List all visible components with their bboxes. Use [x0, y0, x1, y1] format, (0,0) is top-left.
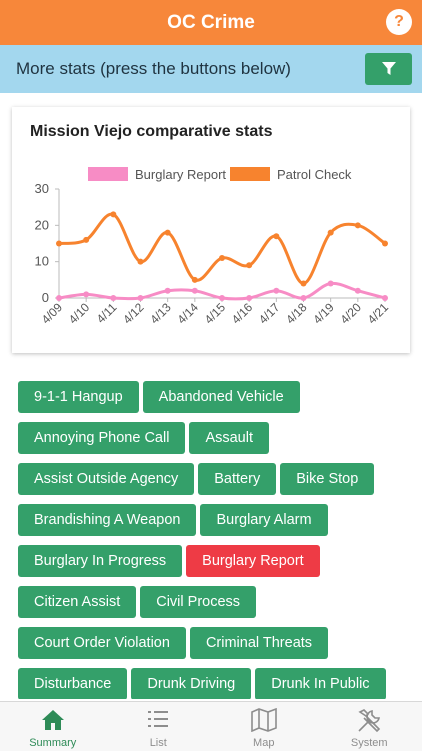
data-point: [165, 230, 171, 236]
crime-type-button[interactable]: Citizen Assist: [18, 586, 136, 618]
data-point: [138, 259, 144, 265]
app-header: OC Crime ?: [0, 0, 422, 45]
stats-bar: More stats (press the buttons below): [0, 45, 422, 93]
data-point: [192, 288, 198, 294]
app-title: OC Crime: [0, 0, 422, 45]
tab-bar: Summary List Map System: [0, 701, 422, 751]
data-point: [382, 241, 388, 247]
y-tick-label: 0: [42, 290, 49, 305]
list-icon: [147, 708, 169, 730]
x-tick-label: 4/20: [338, 300, 365, 327]
data-point: [328, 230, 334, 236]
map-icon: [251, 708, 277, 732]
data-point: [110, 211, 116, 217]
x-tick-label: 4/17: [256, 300, 283, 327]
crime-type-button[interactable]: Court Order Violation: [18, 627, 186, 659]
tab-list[interactable]: List: [106, 702, 212, 751]
filter-icon: [382, 62, 396, 76]
data-point: [355, 288, 361, 294]
x-tick-label: 4/14: [175, 300, 202, 327]
data-point: [301, 280, 307, 286]
x-tick-label: 4/19: [310, 300, 337, 327]
data-point: [110, 295, 116, 301]
x-tick-label: 4/13: [147, 300, 174, 327]
legend-swatch: [230, 167, 270, 181]
data-point: [246, 262, 252, 268]
crime-type-button[interactable]: Assault: [189, 422, 269, 454]
crime-type-button[interactable]: 9-1-1 Hangup: [18, 381, 139, 413]
data-point: [328, 280, 334, 286]
data-point: [219, 255, 225, 261]
data-point: [273, 233, 279, 239]
crime-type-button[interactable]: Drunk Driving: [131, 668, 251, 699]
crime-type-button[interactable]: Drunk In Public: [255, 668, 385, 699]
crime-type-button[interactable]: Battery: [198, 463, 276, 495]
crime-type-button[interactable]: Annoying Phone Call: [18, 422, 185, 454]
tab-system-label: System: [317, 737, 422, 749]
tools-icon: [356, 708, 382, 734]
data-point: [219, 295, 225, 301]
help-button[interactable]: ?: [386, 9, 412, 35]
x-tick-label: 4/12: [120, 300, 147, 327]
data-point: [192, 277, 198, 283]
data-point: [246, 295, 252, 301]
data-point: [301, 295, 307, 301]
tab-system[interactable]: System: [317, 702, 422, 751]
crime-type-button[interactable]: Abandoned Vehicle: [143, 381, 300, 413]
data-point: [273, 288, 279, 294]
crime-type-button[interactable]: Burglary Alarm: [200, 504, 327, 536]
crime-type-button[interactable]: Bike Stop: [280, 463, 374, 495]
tab-map[interactable]: Map: [211, 702, 317, 751]
series-line: [59, 214, 385, 283]
x-tick-label: 4/16: [229, 300, 256, 327]
legend-swatch: [88, 167, 128, 181]
x-tick-label: 4/21: [365, 300, 392, 327]
crime-type-button[interactable]: Criminal Threats: [190, 627, 328, 659]
data-point: [56, 295, 62, 301]
x-tick-label: 4/10: [66, 300, 93, 327]
home-icon: [41, 708, 65, 732]
y-tick-label: 20: [35, 217, 49, 232]
data-point: [83, 237, 89, 243]
data-point: [165, 288, 171, 294]
stats-bar-label: More stats (press the buttons below): [16, 45, 291, 93]
legend-label: Patrol Check: [277, 167, 352, 182]
x-tick-label: 4/15: [202, 300, 229, 327]
crime-type-button[interactable]: Civil Process: [140, 586, 256, 618]
tab-summary-label: Summary: [0, 737, 106, 749]
crime-type-button[interactable]: Assist Outside Agency: [18, 463, 194, 495]
data-point: [382, 295, 388, 301]
tab-list-label: List: [106, 737, 212, 749]
filter-button[interactable]: [365, 53, 412, 85]
x-tick-label: 4/18: [283, 300, 310, 327]
crime-type-button[interactable]: Burglary In Progress: [18, 545, 182, 577]
crime-type-button[interactable]: Disturbance: [18, 668, 127, 699]
y-tick-label: 30: [35, 181, 49, 196]
tab-summary[interactable]: Summary: [0, 702, 106, 751]
data-point: [138, 295, 144, 301]
crime-type-button[interactable]: Burglary Report: [186, 545, 320, 577]
y-tick-label: 10: [35, 254, 49, 269]
tab-map-label: Map: [211, 737, 317, 749]
crime-type-button[interactable]: Brandishing A Weapon: [18, 504, 196, 536]
x-tick-label: 4/11: [94, 300, 120, 326]
legend-label: Burglary Report: [135, 167, 226, 182]
data-point: [355, 222, 361, 228]
data-point: [83, 291, 89, 297]
data-point: [56, 241, 62, 247]
